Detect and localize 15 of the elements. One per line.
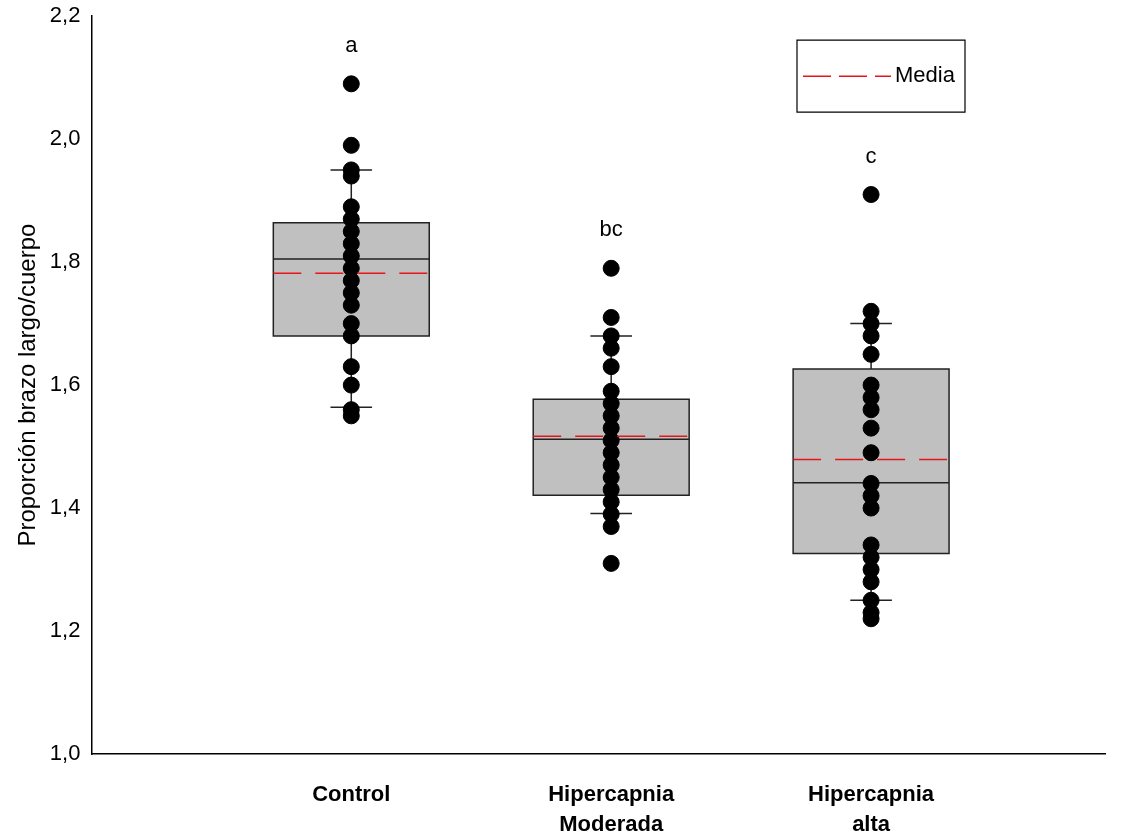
annotation: bc [599,216,623,242]
text: Media [895,62,956,88]
y-axis-title: Proporción brazo largo/cuerpo [13,223,41,547]
y-tick-label: 2,0 [49,125,81,151]
y-tick-label: 1,0 [49,740,81,766]
x-tick-label: Control [312,781,391,807]
y-tick-label: 2,2 [49,2,81,28]
y-tick-label: 1,8 [49,248,81,274]
y-tick-label: 1,6 [49,371,81,397]
x-tick-label: Hipercapnia alta [808,781,935,834]
x-tick-label: Hipercapnia Moderada [548,781,675,834]
annotation: a [345,31,359,57]
annotation: c [865,142,877,168]
y-tick-label: 1,4 [49,494,81,520]
y-tick-label: 1,2 [49,617,81,643]
